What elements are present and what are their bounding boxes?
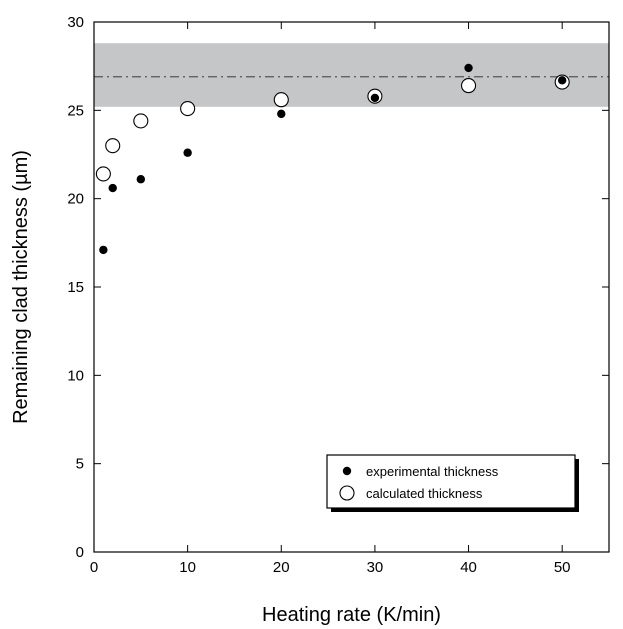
y-tick-label: 15 — [67, 279, 84, 296]
y-tick-label: 10 — [67, 367, 84, 384]
data-points — [95, 63, 570, 255]
x-tick-label: 40 — [460, 559, 477, 576]
x-tick-label: 20 — [273, 559, 290, 576]
experimental-point — [557, 76, 567, 85]
x-axis-title: Heating rate (K/min) — [262, 604, 441, 626]
axis-ticks: 0 10 20 30 40 50 0 5 10 15 20 25 30 — [67, 14, 609, 576]
y-tick-label: 5 — [76, 456, 84, 473]
plot-frame — [93, 21, 610, 553]
experimental-point — [108, 183, 117, 193]
calculated-point — [133, 113, 149, 129]
y-tick-label: 30 — [67, 14, 84, 31]
experimental-point — [183, 148, 192, 157]
x-tick-label: 30 — [367, 559, 384, 576]
experimental-point — [370, 93, 380, 103]
legend-box — [326, 454, 576, 509]
x-tick-label: 50 — [554, 559, 571, 576]
y-tick-label: 0 — [76, 544, 84, 561]
calculated-point — [273, 92, 289, 108]
y-tick-label: 25 — [67, 102, 84, 119]
legend-marker-calculated — [339, 485, 355, 501]
legend: experimental thickness calculated thickn… — [326, 454, 579, 512]
tolerance-band — [94, 43, 609, 107]
x-tick-label: 10 — [179, 559, 196, 576]
calculated-point — [460, 78, 477, 94]
calculated-point — [180, 101, 196, 117]
calculated-point — [105, 138, 121, 154]
experimental-point — [464, 63, 473, 73]
legend-marker-experimental — [342, 466, 352, 476]
experimental-point — [136, 175, 146, 184]
x-tick-label: 0 — [90, 559, 98, 576]
experimental-point — [277, 109, 286, 119]
y-axis-title: Remaining clad thickness (µm) — [10, 150, 32, 424]
experimental-point — [99, 245, 108, 255]
legend-label-calculated: calculated thickness — [366, 486, 483, 501]
legend-label-experimental: experimental thickness — [366, 464, 499, 479]
y-tick-label: 20 — [67, 191, 84, 208]
calculated-point — [95, 166, 111, 182]
